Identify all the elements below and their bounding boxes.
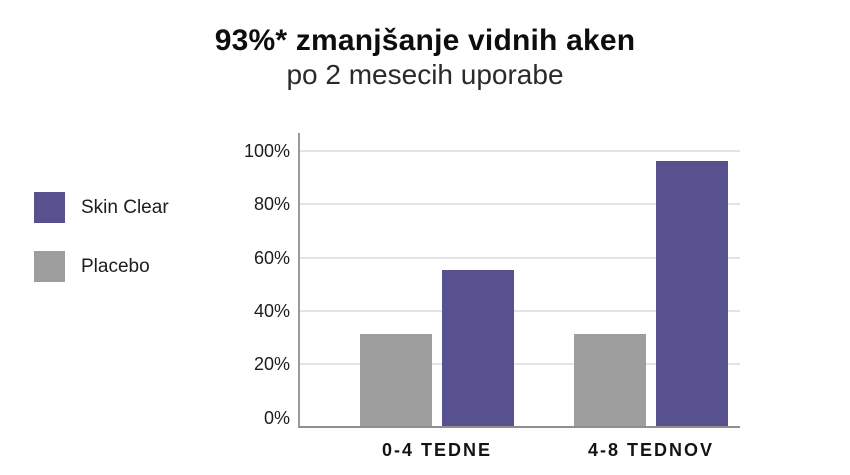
x-axis-category-label: 4-8 TEDNOV — [587, 440, 715, 460]
y-axis-tick-label: 60% — [253, 247, 290, 268]
y-axis-tick-label: 0% — [263, 407, 290, 428]
y-axis-tick-label: 20% — [253, 354, 290, 375]
gridline — [300, 310, 740, 312]
legend-label-placebo: Placebo — [81, 255, 150, 277]
plot-area: 100% 80% 60% 40% 20% 0% 0-4 TEDNE 4-8 TEDNOV — [244, 133, 740, 460]
title-block: 93%* zmanjšanje vidnih aken po 2 mesecih… — [0, 24, 850, 91]
legend-item-skin-clear: Skin Clear — [34, 192, 169, 223]
y-axis-tick-label: 100% — [243, 141, 290, 161]
bar-skin-clear-0 — [442, 270, 514, 426]
legend: Skin Clear Placebo — [34, 192, 169, 310]
chart-title: 93%* zmanjšanje vidnih aken — [214, 24, 636, 57]
skin-clear-swatch — [34, 192, 65, 223]
legend-label-skin-clear: Skin Clear — [81, 196, 169, 218]
legend-item-placebo: Placebo — [34, 251, 169, 282]
gridline — [300, 203, 740, 206]
bar-skin-clear-1 — [656, 161, 728, 426]
chart-subtitle: po 2 mesecih uporabe — [286, 59, 564, 90]
x-axis-category-label: 0-4 TEDNE — [381, 440, 493, 460]
placebo-swatch — [34, 251, 65, 282]
gridline — [300, 150, 740, 152]
y-axis-tick-label: 40% — [253, 301, 290, 321]
y-axis-tick-label: 80% — [253, 194, 290, 215]
bar-placebo-0 — [360, 334, 432, 426]
gridline — [300, 363, 740, 366]
gridline — [300, 256, 740, 259]
bar-placebo-1 — [574, 334, 646, 426]
